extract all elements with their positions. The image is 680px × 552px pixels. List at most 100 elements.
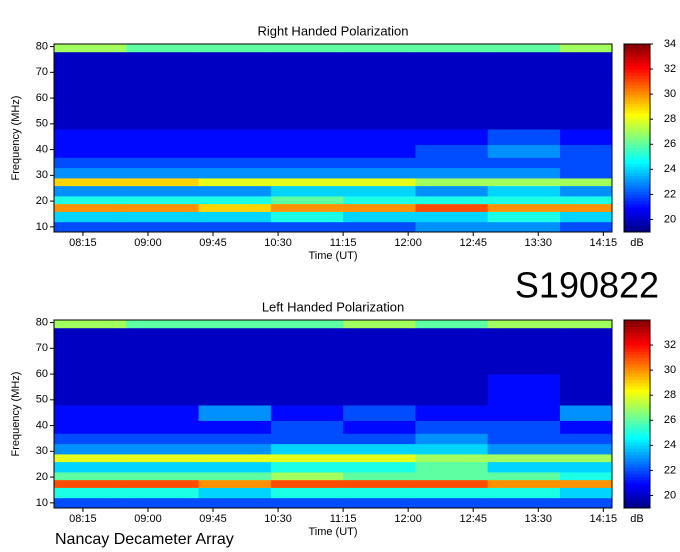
colorbar-swatch xyxy=(624,486,650,490)
heatmap-cell xyxy=(54,128,127,145)
colorbar-swatch xyxy=(624,445,650,449)
colorbar-swatch xyxy=(624,464,650,468)
heatmap-cell xyxy=(198,177,272,187)
heatmap-cell xyxy=(487,343,561,375)
y-axis-label: Frequency (MHz) xyxy=(10,96,22,181)
heatmap-cell xyxy=(343,128,416,145)
heatmap-cell xyxy=(487,98,561,130)
colorbar-swatch xyxy=(624,382,650,387)
heatmap-cell xyxy=(270,471,344,481)
x-tick-label: 08:15 xyxy=(69,237,97,249)
heatmap-cell xyxy=(126,487,200,499)
heatmap-cell xyxy=(559,453,613,463)
heatmap-cell xyxy=(54,343,127,375)
heatmap-cell xyxy=(198,144,272,158)
colorbar-tick-label: 28 xyxy=(664,389,676,401)
colorbar-swatch xyxy=(624,56,650,61)
y-tick-label: 80 xyxy=(36,40,48,52)
colorbar-label: dB xyxy=(630,237,643,249)
colorbar-swatch xyxy=(624,169,650,173)
heatmap-cell xyxy=(487,404,561,421)
colorbar-swatch xyxy=(624,206,650,211)
heatmap-cell xyxy=(126,479,200,488)
heatmap-cell xyxy=(415,195,489,205)
heatmap-cell xyxy=(487,185,561,197)
colorbar-swatch xyxy=(624,109,650,114)
heatmap-cell xyxy=(54,203,127,212)
heatmap-cell xyxy=(54,67,127,99)
colorbar-swatch xyxy=(624,417,650,421)
colorbar-swatch xyxy=(624,495,650,500)
colorbar-swatch xyxy=(624,410,650,415)
heatmap-cell xyxy=(487,203,561,212)
heatmap-cell xyxy=(270,44,344,53)
heatmap-cell xyxy=(487,433,561,445)
colorbar-swatch xyxy=(624,188,650,192)
y-tick-label: 20 xyxy=(36,195,48,207)
colorbar-swatch xyxy=(624,367,650,371)
heatmap-cell xyxy=(415,443,489,455)
x-tick-label: 09:45 xyxy=(199,237,227,249)
heatmap-cell xyxy=(270,327,344,344)
heatmap-cell xyxy=(198,420,272,434)
heatmap-cell xyxy=(54,420,127,434)
colorbar-swatch xyxy=(624,185,650,189)
heatmap-cell xyxy=(54,211,127,223)
colorbar-swatch xyxy=(624,50,650,54)
heatmap-cell xyxy=(270,51,344,68)
heatmap-cell xyxy=(270,177,344,187)
heatmap-cell xyxy=(198,221,272,233)
colorbar-frame xyxy=(623,319,651,509)
colorbar-swatch xyxy=(624,153,650,158)
heatmap-cell xyxy=(487,221,561,233)
heatmap-cell xyxy=(270,98,344,130)
heatmap-cell xyxy=(270,221,344,233)
heatmap-cell xyxy=(343,203,416,212)
y-tick-label: 60 xyxy=(36,92,48,104)
heatmap-cell xyxy=(487,128,561,145)
colorbar-swatch xyxy=(624,426,650,431)
colorbar-swatch xyxy=(624,439,650,443)
heatmap-cell xyxy=(415,327,489,344)
heatmap-cell xyxy=(126,67,200,99)
colorbar-swatch xyxy=(624,97,650,101)
colorbar-swatch xyxy=(624,357,650,362)
y-tick-label: 70 xyxy=(36,342,48,354)
heatmap-cell xyxy=(54,177,127,187)
heatmap-cell xyxy=(126,453,200,463)
heatmap-cell xyxy=(198,167,272,179)
heatmap-cell xyxy=(487,479,561,488)
colorbar-swatch xyxy=(624,348,650,352)
colorbar-swatch xyxy=(624,122,650,126)
heatmap-cell xyxy=(198,320,272,329)
heatmap-cell xyxy=(270,433,344,445)
colorbar-swatch xyxy=(624,454,650,459)
colorbar-swatch xyxy=(624,213,650,217)
colorbar-tick-label: 26 xyxy=(664,414,676,426)
heatmap-cell xyxy=(559,479,613,488)
colorbar-swatch xyxy=(624,62,650,67)
colorbar-swatch xyxy=(624,401,650,406)
heatmap-cell xyxy=(559,471,613,481)
colorbar-swatch xyxy=(624,81,650,86)
heatmap-cell xyxy=(270,195,344,205)
heatmap-cell xyxy=(343,443,416,455)
heatmap-cell xyxy=(54,98,127,130)
colorbar-swatch xyxy=(624,398,650,402)
heatmap-cell xyxy=(415,203,489,212)
colorbar-swatch xyxy=(624,407,650,412)
heatmap-cell xyxy=(343,453,416,463)
heatmap-cell xyxy=(343,167,416,179)
heatmap-cell xyxy=(343,98,416,130)
heatmap-cell xyxy=(343,327,416,344)
colorbar-swatch xyxy=(624,479,650,484)
heatmap-cell xyxy=(270,128,344,145)
heatmap-cell xyxy=(198,433,272,445)
heatmap-cell xyxy=(559,98,613,130)
colorbar-swatch xyxy=(624,492,650,496)
x-tick-label: 12:00 xyxy=(394,237,422,249)
heatmap-cell xyxy=(54,487,127,499)
chart-title: Right Handed Polarization xyxy=(257,23,408,38)
heatmap-cell xyxy=(415,343,489,375)
